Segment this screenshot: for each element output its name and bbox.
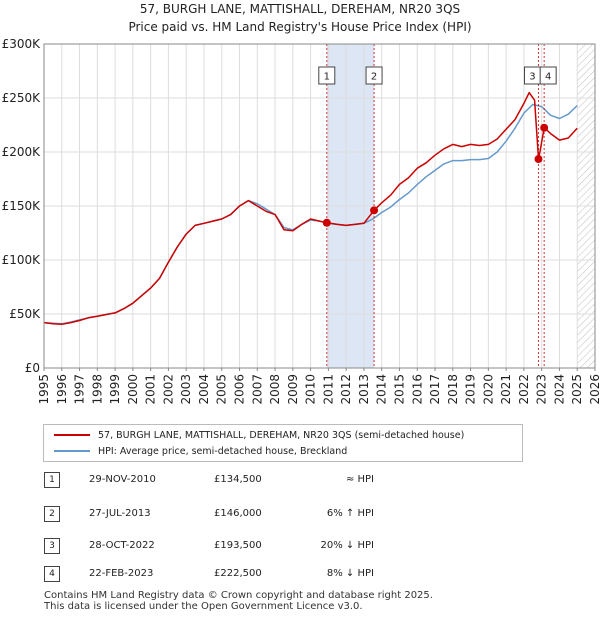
legend-swatch-hpi — [54, 450, 90, 452]
y-tick-label: £300K — [2, 37, 42, 51]
table-row: 3 28-OCT-2022 £193,500 20% ↓ HPI — [44, 538, 564, 554]
transaction-price: £134,500 — [214, 474, 262, 485]
x-tick-label: 2012 — [339, 374, 353, 405]
transaction-date: 22-FEB-2023 — [89, 568, 154, 579]
x-tick-label: 2005 — [215, 374, 229, 405]
x-tick-label: 2024 — [552, 374, 566, 405]
footer-licence: This data is licensed under the Open Gov… — [44, 601, 363, 612]
sale-point — [370, 206, 379, 215]
sale-marker-label: 1 — [324, 72, 330, 83]
x-tick-label: 2025 — [570, 374, 584, 405]
x-tick-label: 2026 — [588, 374, 600, 405]
x-tick-label: 2006 — [233, 374, 247, 405]
transaction-date: 29-NOV-2010 — [89, 474, 156, 485]
x-tick-label: 2007 — [250, 374, 264, 405]
table-row: 1 29-NOV-2010 £134,500 ≈ HPI — [44, 472, 564, 488]
transaction-number: 3 — [44, 538, 60, 554]
table-row: 2 27-JUL-2013 £146,000 6% ↑ HPI — [44, 506, 564, 522]
x-tick-label: 2020 — [481, 374, 495, 405]
x-tick-label: 2017 — [428, 374, 442, 405]
transaction-hpi-relation: ≈ HPI — [345, 474, 374, 485]
x-tick-label: 2010 — [304, 374, 318, 405]
sale-marker-box — [365, 66, 383, 85]
x-tick-label: 2023 — [535, 374, 549, 405]
y-tick-label: £50K — [9, 307, 41, 321]
chart-title: 57, BURGH LANE, MATTISHALL, DEREHAM, NR2… — [139, 2, 461, 16]
x-tick-label: 2022 — [517, 374, 531, 405]
x-tick-label: 2003 — [179, 374, 193, 405]
x-tick-label: 2000 — [126, 374, 140, 405]
x-tick-label: 2014 — [375, 374, 389, 405]
legend: 57, BURGH LANE, MATTISHALL, DEREHAM, NR2… — [43, 424, 523, 462]
x-tick-label: 2018 — [446, 374, 460, 405]
x-tick-label: 1999 — [108, 374, 122, 405]
x-tick-label: 2021 — [499, 374, 513, 405]
sale-marker-label: 3 — [529, 72, 535, 83]
x-tick-label: 2011 — [321, 374, 335, 405]
sale-point — [534, 155, 543, 164]
sale-marker-label: 2 — [371, 72, 377, 83]
transaction-hpi-relation: 20% ↓ HPI — [320, 540, 374, 551]
legend-item-hpi: HPI: Average price, semi-detached house,… — [54, 444, 347, 458]
x-tick-label: 1996 — [55, 374, 69, 405]
y-tick-label: £200K — [2, 145, 42, 159]
x-tick-label: 1997 — [73, 374, 87, 405]
y-tick-label: £250K — [2, 91, 42, 105]
transaction-number: 1 — [44, 472, 60, 488]
sale-point — [322, 218, 331, 227]
legend-label-property: 57, BURGH LANE, MATTISHALL, DEREHAM, NR2… — [98, 429, 465, 441]
sale-marker-box — [318, 66, 336, 85]
footer-copyright: Contains HM Land Registry data © Crown c… — [44, 590, 433, 601]
x-tick-label: 2019 — [464, 374, 478, 405]
x-tick-label: 2004 — [197, 374, 211, 405]
transaction-date: 27-JUL-2013 — [89, 508, 151, 519]
legend-swatch-property — [54, 434, 90, 436]
sale-marker-label: 4 — [545, 72, 551, 83]
legend-label-hpi: HPI: Average price, semi-detached house,… — [98, 445, 348, 457]
transaction-price: £222,500 — [214, 568, 262, 579]
legend-item-property: 57, BURGH LANE, MATTISHALL, DEREHAM, NR2… — [54, 428, 464, 442]
chart-subtitle: Price paid vs. HM Land Registry's House … — [128, 20, 472, 34]
footer: Contains HM Land Registry data © Crown c… — [44, 590, 433, 612]
plot-frame — [43, 43, 596, 369]
transaction-price: £193,500 — [214, 540, 262, 551]
transaction-hpi-relation: 8% ↓ HPI — [326, 568, 374, 579]
x-tick-label: 2008 — [268, 374, 282, 405]
sale-point — [540, 123, 549, 132]
y-tick-label: £0 — [25, 361, 40, 375]
sale-marker-box — [539, 66, 557, 85]
x-tick-label: 1995 — [37, 374, 51, 405]
y-tick-label: £100K — [2, 253, 42, 267]
transaction-hpi-relation: 6% ↑ HPI — [326, 508, 374, 519]
x-tick-label: 2009 — [286, 374, 300, 405]
y-tick-label: £150K — [2, 199, 42, 213]
x-tick-label: 2002 — [161, 374, 175, 405]
transaction-date: 28-OCT-2022 — [89, 540, 155, 551]
x-tick-label: 1998 — [90, 374, 104, 405]
transaction-price: £146,000 — [214, 508, 262, 519]
transaction-number: 2 — [44, 506, 60, 522]
x-tick-label: 2015 — [392, 374, 406, 405]
x-tick-label: 2013 — [357, 374, 371, 405]
transaction-number: 4 — [44, 566, 60, 582]
table-row: 4 22-FEB-2023 £222,500 8% ↓ HPI — [44, 566, 564, 582]
x-tick-label: 2001 — [144, 374, 158, 405]
x-tick-label: 2016 — [410, 374, 424, 405]
